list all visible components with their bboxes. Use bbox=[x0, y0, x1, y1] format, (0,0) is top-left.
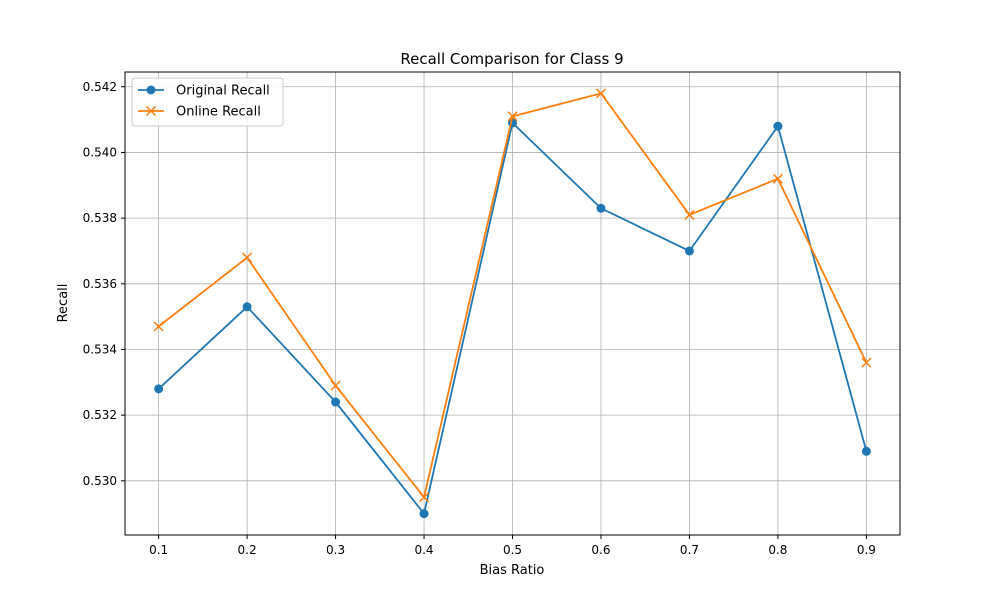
x-tick-label: 0.4 bbox=[414, 543, 433, 557]
legend: Original Recall Online Recall bbox=[131, 77, 284, 127]
series-layer bbox=[153, 88, 872, 519]
x-tick-label: 0.2 bbox=[238, 543, 257, 557]
x-axis: 0.1 0.2 0.3 0.4 0.5 0.6 0.7 0.8 0.9 bbox=[149, 535, 876, 557]
legend-label: Original Recall bbox=[176, 84, 270, 99]
y-tick-label: 0.538 bbox=[83, 211, 117, 225]
chart-title: Recall Comparison for Class 9 bbox=[400, 50, 623, 68]
legend-label: Online Recall bbox=[176, 105, 261, 120]
x-tick-label: 0.6 bbox=[591, 543, 610, 557]
data-point-original-recall bbox=[596, 203, 606, 213]
y-tick-label: 0.530 bbox=[83, 474, 117, 488]
data-point-original-recall bbox=[773, 121, 783, 131]
data-point-original-recall bbox=[419, 509, 429, 519]
x-tick-label: 0.7 bbox=[680, 543, 699, 557]
data-point-online-recall bbox=[507, 111, 518, 122]
x-tick-label: 0.5 bbox=[503, 543, 522, 557]
data-point-online-recall bbox=[418, 492, 430, 503]
y-tick-label: 0.540 bbox=[83, 145, 117, 159]
data-point-original-recall bbox=[861, 446, 871, 456]
y-axis: 0.530 0.532 0.534 0.536 0.538 0.540 0.542 bbox=[83, 80, 125, 488]
data-point-online-recall bbox=[330, 380, 341, 391]
data-point-original-recall bbox=[154, 384, 164, 394]
legend-marker bbox=[145, 105, 157, 117]
legend-item-online-recall: Online Recall bbox=[138, 105, 261, 120]
y-axis-label: Recall bbox=[56, 284, 71, 323]
data-point-online-recall bbox=[861, 357, 872, 368]
legend-box bbox=[131, 77, 284, 127]
data-point-online-recall bbox=[153, 321, 164, 332]
series-original-recall bbox=[154, 118, 871, 519]
legend-item-original-recall: Original Recall bbox=[138, 84, 270, 99]
x-tick-label: 0.8 bbox=[768, 543, 787, 557]
y-tick-label: 0.542 bbox=[83, 80, 117, 94]
grid bbox=[125, 72, 900, 535]
data-point-original-recall bbox=[331, 397, 341, 407]
data-point-online-recall bbox=[772, 173, 783, 184]
data-point-online-recall bbox=[242, 252, 253, 263]
series-online-recall bbox=[153, 88, 872, 503]
y-tick-label: 0.536 bbox=[83, 277, 117, 291]
x-tick-label: 0.1 bbox=[149, 543, 168, 557]
y-tick-label: 0.532 bbox=[83, 408, 117, 422]
data-point-original-recall bbox=[684, 246, 694, 256]
legend-marker bbox=[146, 85, 156, 95]
data-point-online-recall bbox=[595, 88, 607, 99]
x-tick-label: 0.9 bbox=[857, 543, 876, 557]
data-point-original-recall bbox=[242, 302, 252, 312]
data-point-online-recall bbox=[684, 209, 695, 220]
x-axis-label: Bias Ratio bbox=[480, 563, 545, 578]
x-tick-label: 0.3 bbox=[326, 543, 345, 557]
y-tick-label: 0.534 bbox=[83, 342, 117, 356]
